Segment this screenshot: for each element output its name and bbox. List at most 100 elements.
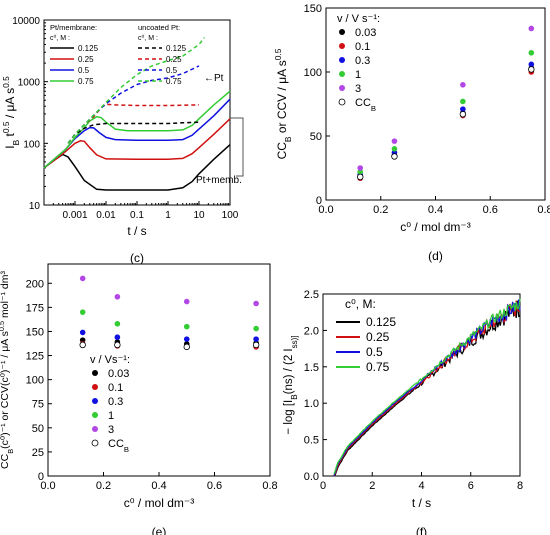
panel-e-y-tick-label: 150	[26, 326, 44, 338]
panel-e-legend-label: 1	[108, 410, 114, 422]
panel-d-x-axis-title: c⁰ / mol dm⁻³	[400, 220, 470, 234]
panel-f-legend-label: 0.5	[366, 345, 383, 359]
panel-e-data-point	[114, 341, 121, 349]
panel-e-legend-marker	[92, 412, 98, 418]
panel-d-data-point	[391, 138, 398, 144]
panel-c-series-line	[67, 65, 200, 144]
panel-f-legend-label: 0.75	[366, 360, 390, 374]
panel-f-y-tick-label: 1.0	[304, 398, 319, 410]
panel-f-series-line	[333, 300, 521, 477]
panel-f-x-tick-label: 2	[369, 480, 375, 492]
panel-c-annotation: ←Pt	[204, 73, 224, 84]
panel-c-panel-label: (c)	[130, 251, 144, 265]
panel-c-legend-label: 0.25	[166, 55, 182, 64]
panel-d-legend-marker	[339, 71, 345, 77]
panel-e-data-point	[114, 293, 121, 300]
panel-d-legend-marker	[338, 98, 346, 106]
panel-e-data-point	[183, 336, 190, 342]
panel-e-legend-marker	[92, 384, 98, 390]
panel-c-legend-title: uncoated Pt:	[138, 23, 180, 32]
panel-e-data-point	[253, 300, 259, 307]
panel-c-series-line	[43, 144, 231, 191]
panel-e-plot-frame	[47, 263, 271, 477]
panel-e-legend-label: 0.03	[108, 368, 129, 380]
panel-c-y-tick-label: 1000	[18, 78, 41, 89]
panel-f-y-tick-label: 2.0	[304, 325, 319, 337]
panel-f-legend-label: 0.25	[366, 330, 390, 344]
panel-e-data-point	[253, 336, 259, 342]
panel-d-data-point	[357, 165, 364, 171]
panel-c-legend-header: c⁰, M :	[138, 34, 158, 42]
panel-e-y-tick-label: 100	[26, 375, 44, 387]
panel-d-x-tick-label: 0.2	[373, 204, 388, 216]
panel-c-annotation: Pt+memb.	[196, 175, 242, 186]
panel-d-x-tick-label: 0.0	[318, 204, 333, 216]
panel-e-legend-label: 0.3	[108, 396, 123, 408]
panel-c-legend-label: 0.125	[166, 44, 187, 53]
panel-d-data-point	[460, 82, 466, 88]
panel-d-legend-label: 3	[355, 83, 361, 95]
panel-c-legend-label: 0.25	[78, 55, 94, 64]
panel-d-legend-title: v / V s⁻¹:	[337, 13, 380, 25]
panel-e-panel-label: (e)	[152, 525, 167, 535]
panel-f-x-tick-label: 6	[468, 480, 474, 492]
panel-c-legend-label: 0.75	[78, 77, 94, 86]
panel-c-y-tick-label: 100	[23, 139, 40, 150]
panel-e-y-axis-title: CCB(c⁰)⁻¹ or CCV(c⁰)⁻¹ / μA s0.5 mol⁻¹ d…	[0, 271, 15, 469]
panel-c-series-line	[67, 37, 206, 144]
panel-f-panel-label: (f)	[416, 525, 427, 535]
panel-e-data-point	[79, 329, 86, 336]
panel-e-data-point	[79, 309, 86, 315]
panel-f-y-tick-label: 0.5	[304, 435, 319, 447]
panel-f-y-axis-title: − log [IB(ns) / (2 Iss)]	[283, 335, 299, 434]
panel-e-x-tick-label: 0.2	[96, 480, 111, 492]
panel-c-x-tick-label: 100	[222, 210, 239, 221]
panel-e-y-tick-label: 200	[26, 278, 44, 290]
panel-f-y-tick-label: 2.5	[304, 289, 319, 301]
panel-d-y-axis-title: CCB or CCV / μA s0.5	[273, 48, 293, 159]
panel-e-data-point	[79, 275, 86, 282]
panel-d-x-tick-label: 0.4	[428, 204, 443, 216]
panel-c-series-line	[43, 98, 231, 169]
panel-d-data-point	[357, 173, 364, 181]
panel-f-y-tick-label: 0.0	[304, 471, 319, 483]
panel-e-legend-label: 0.1	[108, 382, 123, 394]
panel-e-data-point	[252, 341, 260, 349]
panel-d-legend-label: 0.03	[355, 27, 376, 39]
panel-e-legend-title: v / Vs⁻¹:	[90, 354, 130, 366]
panel-f-x-tick-label: 8	[517, 480, 523, 492]
panel-f-series-line	[333, 298, 521, 475]
panel-e-x-tick-label: 0.8	[262, 480, 277, 492]
panel-d-y-tick-label: 50	[310, 131, 322, 143]
panel-e-y-tick-label: 75	[32, 399, 44, 411]
panel-e-y-tick-label: 50	[32, 423, 44, 435]
panel-d-legend-label: 0.1	[355, 41, 370, 53]
panel-e-data-point	[253, 325, 259, 332]
panel-d-y-tick-label: 100	[304, 67, 322, 79]
panel-e-data-point	[114, 320, 121, 327]
panel-c-legend-label: 0.5	[78, 66, 90, 75]
panel-e-legend-marker	[92, 370, 98, 376]
panel-e-y-tick-label: 0	[38, 471, 44, 483]
panel-c-x-tick-label: 0.1	[130, 210, 144, 221]
panel-c-x-axis-title: t / s	[127, 224, 146, 238]
panel-f-chart: 0 2 4 6 80.00.51.01.52.02.5c⁰, M:0.1250.250.…	[283, 289, 523, 535]
panel-f-legend-title: c⁰, M:	[345, 297, 376, 311]
panel-e-legend-marker	[92, 426, 98, 432]
panel-f-legend-label: 0.125	[366, 315, 396, 329]
panel-c-x-tick-label: 0.01	[96, 210, 116, 221]
panel-c-legend-label: 0.75	[166, 77, 182, 86]
panel-d-legend-marker	[339, 43, 345, 49]
panel-d-y-tick-label: 0	[316, 195, 322, 207]
panel-e-legend-label: 3	[108, 424, 114, 436]
panel-c-series-line	[67, 121, 200, 144]
panel-c-x-tick-label: 0.001	[62, 210, 87, 221]
panel-c-chart: 0.001 0.01 0.1 1 10 100 10 100 1000 10000 Pt/membr…	[1, 16, 244, 265]
panel-c-legend-label: 0.5	[166, 66, 178, 75]
panel-d-chart: 0.0 0.2 0.4 0.6 0.8 0 50 100 150 v / V s⁻¹: 0.03 0.…	[273, 3, 550, 263]
panel-d-data-point	[391, 146, 398, 152]
panel-d-data-point	[528, 66, 535, 73]
panel-d-legend-marker	[339, 57, 345, 63]
panel-f-x-tick-label: 4	[418, 480, 424, 492]
